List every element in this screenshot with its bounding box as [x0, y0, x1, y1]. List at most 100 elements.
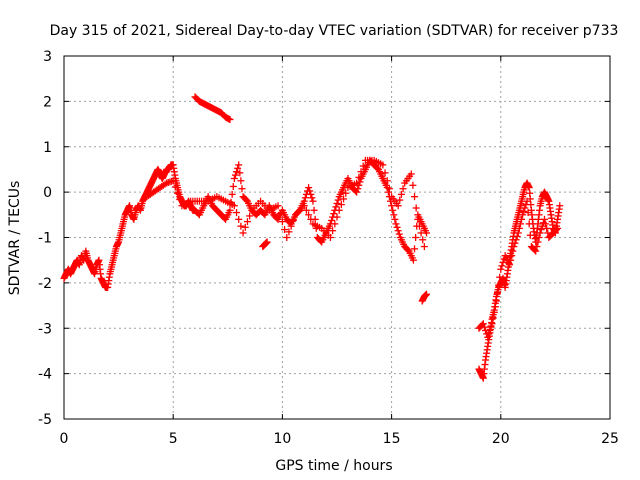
data-point-branch — [281, 226, 289, 234]
data-point-branch — [241, 223, 249, 231]
data-point-evening-spread — [491, 303, 499, 311]
data-point-main — [306, 187, 314, 195]
data-point-evening-spread — [509, 247, 517, 255]
data-point-branch — [357, 168, 365, 176]
data-point-evening-spread — [535, 234, 543, 241]
data-point-main — [226, 206, 234, 214]
data-point-main — [409, 256, 417, 264]
data-point-main — [390, 211, 398, 219]
data-point-evening-spread — [508, 252, 516, 260]
data-point-main — [328, 216, 336, 224]
data-point-evening — [556, 202, 564, 210]
data-point-evening-spread — [526, 231, 534, 239]
data-point-main — [309, 197, 317, 205]
data-point-evening-spread — [496, 273, 504, 281]
data-point-main — [332, 203, 340, 211]
data-point-evening-spread — [554, 224, 562, 232]
data-point-main — [412, 234, 420, 241]
data-point-branch — [409, 181, 417, 189]
data-point-evening-spread — [507, 256, 515, 264]
data-point-branch — [397, 190, 405, 198]
data-point-evening-spread — [543, 224, 551, 232]
data-point-branch — [276, 210, 284, 218]
data-point-branch — [171, 183, 179, 191]
chart-title: Day 315 of 2021, Sidereal Day-to-day VTE… — [50, 23, 619, 39]
data-point-main — [334, 196, 342, 204]
data-point-main — [389, 206, 397, 214]
data-point-branch — [412, 204, 420, 212]
data-point-evening-spread — [511, 239, 519, 247]
data-point-evening-spread — [492, 297, 500, 305]
data-point-evening-spread — [506, 261, 514, 269]
data-point-main — [392, 220, 400, 228]
data-point-branch — [307, 215, 315, 223]
data-point-evening-spread — [512, 236, 520, 244]
data-point-evening-spread — [532, 247, 540, 255]
data-point-main — [356, 178, 364, 186]
data-point-branch — [342, 189, 350, 197]
data-point-main — [330, 210, 338, 218]
data-point-branch — [302, 206, 310, 214]
data-point-main — [237, 177, 245, 185]
data-point-main — [411, 245, 419, 253]
y-tick-label: -2 — [38, 276, 52, 292]
data-point-branch — [329, 227, 337, 235]
data-point-branch — [239, 229, 247, 237]
data-point-evening-spread — [513, 232, 521, 240]
x-tick-labels: 0 5 10 15 20 25 — [60, 431, 619, 447]
data-point-branch — [414, 215, 422, 223]
x-tick-label: 10 — [273, 431, 291, 447]
data-point-evening-spread — [516, 220, 524, 228]
data-point-main — [228, 190, 236, 198]
y-tick-label: -3 — [38, 321, 52, 337]
data-point-main — [391, 215, 399, 223]
grid-lines — [63, 55, 611, 420]
x-tick-label: 5 — [169, 431, 178, 447]
x-tick-label: 20 — [492, 431, 510, 447]
data-point-main — [394, 227, 402, 235]
data-point-evening-spread — [536, 229, 544, 237]
data-point-main — [301, 194, 309, 202]
data-point-main — [354, 185, 362, 193]
data-point-branch — [326, 234, 334, 241]
data-point-branch — [420, 243, 428, 251]
data-point-evening-spread — [521, 204, 529, 212]
y-tick-label: -5 — [38, 412, 52, 428]
data-point-evening-spread — [518, 215, 526, 223]
data-point-main — [230, 175, 238, 183]
data-point-branch — [176, 195, 184, 203]
data-point-branch — [415, 222, 423, 230]
data-point-evening-spread — [514, 229, 522, 237]
data-point-branch — [359, 162, 367, 170]
data-point-evening-spread — [498, 262, 506, 270]
data-point-evening-spread — [489, 314, 497, 322]
data-point-evening-spread — [479, 320, 487, 328]
data-point-branch — [340, 195, 348, 203]
data-point-branch — [300, 202, 308, 210]
data-point-branch — [333, 213, 341, 221]
data-point-branch — [235, 215, 243, 223]
data-point-branch — [246, 212, 254, 220]
data-point-branch — [169, 177, 177, 185]
data-point-branch — [305, 211, 313, 219]
data-point-evening-spread — [533, 243, 541, 251]
data-point-evening-spread — [537, 226, 545, 234]
data-point-isolated — [263, 238, 271, 246]
data-point-main — [353, 188, 361, 196]
data-point-main — [307, 190, 315, 198]
data-point-branch — [417, 229, 425, 237]
data-point-upper-segment — [226, 116, 234, 124]
y-tick-label: -4 — [38, 367, 52, 383]
data-point-evening-spread — [495, 281, 503, 289]
data-point-main — [229, 182, 237, 190]
data-point-branch — [274, 202, 282, 210]
data-point-branch — [396, 196, 404, 204]
data-point-branch — [381, 169, 389, 177]
data-point-branch — [285, 228, 293, 236]
data-point-evening-spread — [522, 201, 530, 209]
data-point-branch — [419, 236, 427, 244]
data-point-branch — [353, 179, 361, 187]
data-point-evening-spread — [515, 224, 523, 232]
y-tick-label: 3 — [43, 49, 52, 65]
